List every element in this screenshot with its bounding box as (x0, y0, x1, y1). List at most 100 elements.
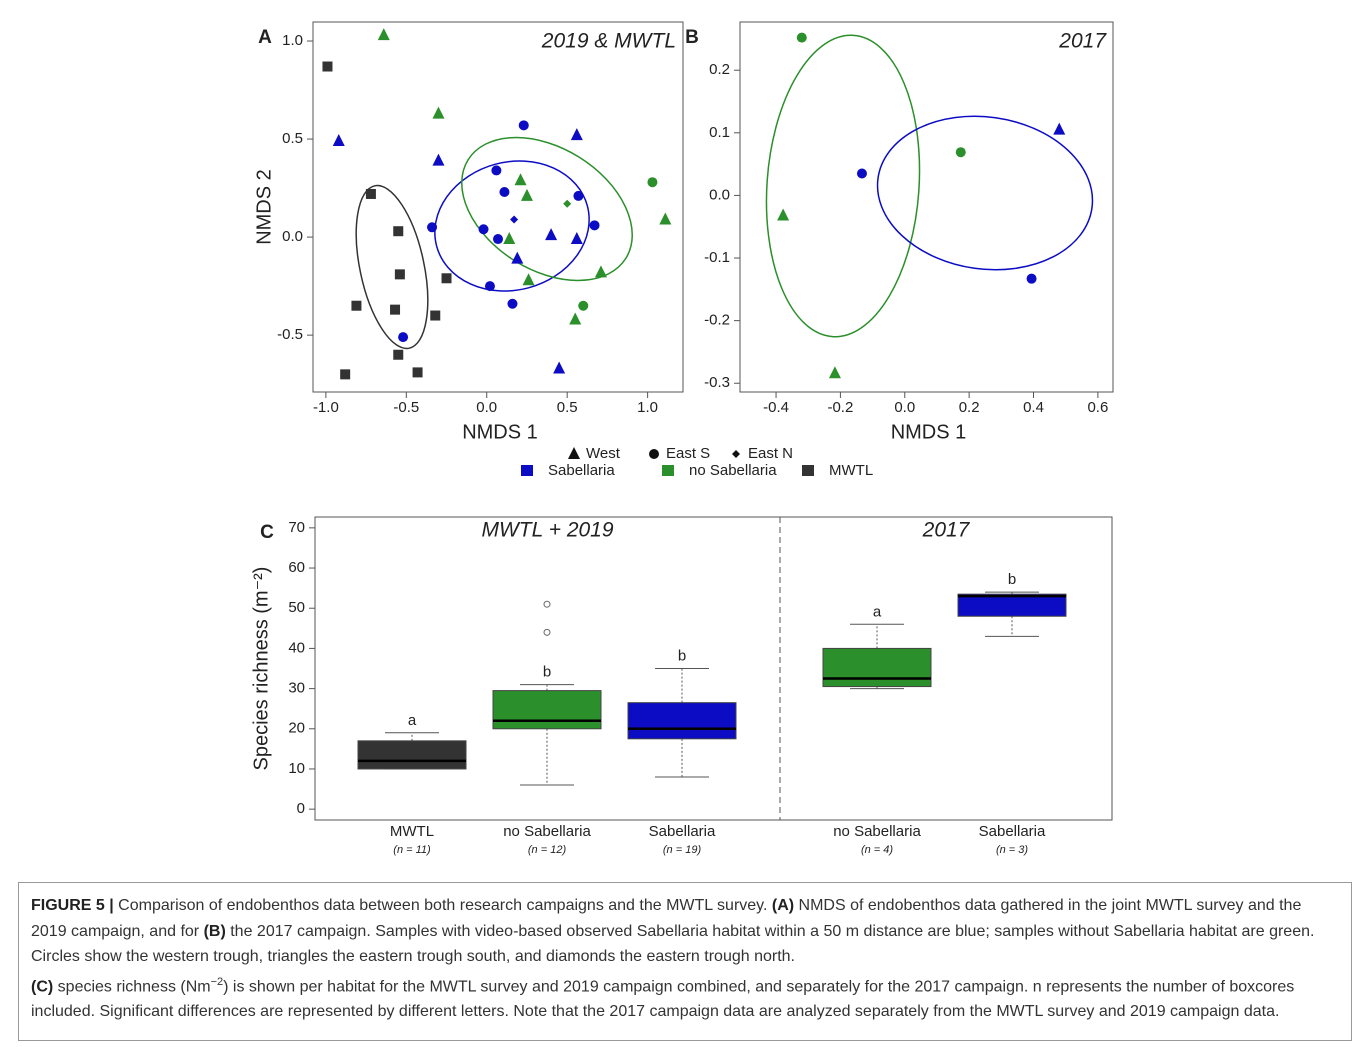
legend-marker (732, 450, 740, 458)
point (432, 106, 445, 119)
y-tick-label: 70 (288, 519, 305, 536)
x-tick-label: 0.0 (476, 399, 497, 416)
x-tick-label: no Sabellaria (503, 823, 591, 840)
x-tick-label: 1.0 (637, 399, 658, 416)
n-label: (n = 19) (663, 844, 702, 856)
significance-letter: a (408, 712, 417, 729)
sabellaria-ellipse (434, 160, 590, 292)
x-tick-label: -0.2 (827, 399, 853, 416)
x-tick-label: -1.0 (313, 399, 339, 416)
significance-letter: b (678, 647, 686, 664)
point (573, 190, 584, 201)
panel-letter: B (685, 27, 699, 48)
point (520, 188, 533, 201)
x-tick-label: Sabellaria (979, 823, 1046, 840)
y-tick-label: 1.0 (282, 32, 303, 49)
legend-swatch (521, 465, 533, 476)
point (427, 222, 438, 233)
y-tick-label: 30 (288, 680, 305, 697)
y-tick-label: 0 (297, 800, 305, 817)
caption-text: (C) (31, 977, 54, 995)
legend-swatch (662, 465, 674, 476)
point (828, 366, 841, 379)
x-tick-label: 0.4 (1023, 399, 1044, 416)
no-sabellaria-ellipse (461, 136, 633, 282)
legend-label: Sabellaria (548, 462, 615, 479)
point (365, 188, 376, 199)
point (659, 212, 672, 225)
x-tick-label: 0.6 (1087, 399, 1108, 416)
point (570, 232, 583, 245)
point (322, 61, 333, 72)
legend-swatch (802, 465, 814, 476)
box (957, 593, 1067, 617)
panel-title: 2019 & MWTL (541, 30, 676, 53)
point (478, 224, 489, 235)
box (492, 690, 602, 730)
point (491, 165, 502, 176)
legend-marker (649, 449, 659, 459)
y-axis-label: Species richness (m⁻²) (250, 567, 272, 771)
significance-letter: b (1008, 571, 1016, 588)
point (955, 147, 966, 158)
legend-label: East N (748, 445, 793, 462)
x-tick-label: -0.4 (763, 399, 789, 416)
x-axis-label: NMDS 1 (891, 421, 967, 443)
point (393, 349, 404, 360)
point (578, 300, 589, 311)
y-tick-label: 0.1 (709, 124, 730, 141)
outlier (543, 600, 551, 608)
y-axis-label: NMDS 2 (253, 169, 275, 245)
plot-frame (314, 516, 1113, 821)
point (510, 215, 519, 224)
point (1026, 273, 1037, 284)
point (441, 273, 452, 284)
caption-text: FIGURE 5 | (31, 897, 114, 914)
caption-text: ) is shown per habitat for the MWTL surv… (31, 977, 1295, 1021)
point (777, 208, 790, 221)
caption-paragraph: FIGURE 5 | Comparison of endobenthos dat… (31, 893, 1339, 970)
legend-label: West (586, 445, 621, 462)
caption-text: −2 (210, 975, 224, 988)
point (340, 369, 351, 380)
point (569, 312, 582, 325)
point (518, 120, 529, 131)
point (484, 281, 495, 292)
y-tick-label: -0.5 (277, 326, 303, 343)
figure: A -0.5 0.0 0.5 1.0 NMDS 2 -1.0 -0.5 0.0 0.5 1.0 NMD… (250, 21, 1114, 856)
y-tick-label: 0.5 (282, 130, 303, 147)
point (796, 32, 807, 43)
y-tick-label: 40 (288, 639, 305, 656)
point (499, 187, 510, 197)
plot-frame (312, 21, 684, 393)
legend-label: no Sabellaria (689, 462, 777, 479)
box (357, 740, 467, 770)
point (563, 199, 572, 208)
x-tick-label: -0.5 (393, 399, 419, 416)
point (351, 300, 362, 311)
y-tick-label: -0.1 (704, 249, 730, 266)
point (522, 273, 535, 286)
x-tick-label: no Sabellaria (833, 823, 921, 840)
x-axis-label: NMDS 1 (462, 421, 538, 443)
point (398, 332, 409, 343)
point (594, 265, 607, 278)
sabellaria-ellipse (876, 115, 1094, 271)
n-label: (n = 4) (861, 844, 893, 856)
mwtl-ellipse (355, 184, 429, 350)
y-tick-label: 0.0 (709, 186, 730, 203)
caption: FIGURE 5 | Comparison of endobenthos dat… (18, 882, 1352, 1041)
legend-label: East S (666, 445, 710, 462)
legend-marker (568, 447, 580, 459)
y-tick-label: 50 (288, 599, 305, 616)
point (553, 361, 566, 374)
caption-text: (A) (771, 897, 795, 914)
panel-title: 2017 (1058, 30, 1107, 53)
y-tick-label: 60 (288, 559, 305, 576)
point (647, 177, 658, 188)
point (393, 226, 404, 237)
point (390, 304, 401, 315)
point (589, 220, 600, 231)
box (822, 647, 932, 688)
